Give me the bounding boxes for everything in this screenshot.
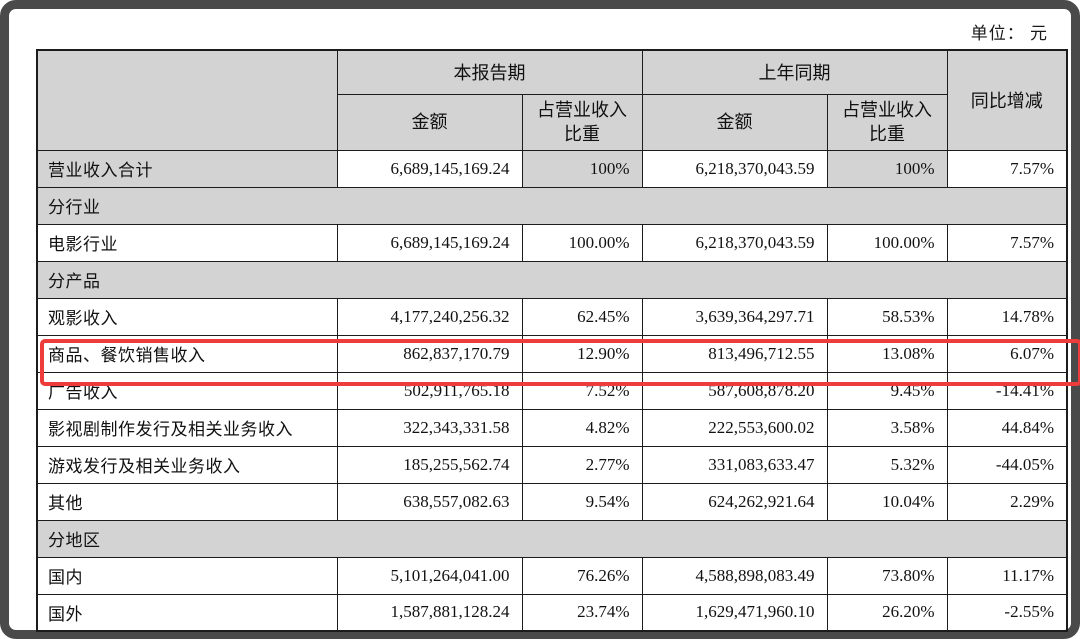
header-yoy-change: 同比增减	[946, 49, 1068, 151]
row-label: 观影收入	[36, 297, 338, 336]
table-row: 影视剧制作发行及相关业务收入 322,343,331.58 4.82% 222,553…	[36, 408, 1068, 447]
pct-prior: 10.04%	[826, 482, 948, 521]
yoy-change: 2.29%	[946, 482, 1068, 521]
pct-current: 76.26%	[521, 556, 643, 595]
header-amount-current: 金额	[336, 93, 523, 151]
row-label: 国内	[36, 556, 338, 595]
amount-prior: 624,262,921.64	[641, 482, 828, 521]
pct-current: 7.52%	[521, 371, 643, 410]
table-header: 本报告期 上年同期 同比增减 金额 占营业收入 比重 金额 占营业收入 比重	[36, 49, 1068, 151]
amount-prior: 6,218,370,043.59	[641, 223, 828, 262]
header-current-period: 本报告期	[336, 49, 643, 95]
section-row: 分行业	[36, 186, 1068, 225]
yoy-change: 14.78%	[946, 297, 1068, 336]
row-label: 国外	[36, 593, 338, 632]
amount-current: 502,911,765.18	[336, 371, 523, 410]
section-label: 分地区	[36, 519, 1068, 558]
row-label: 其他	[36, 482, 338, 521]
amount-current: 185,255,562.74	[336, 445, 523, 484]
amount-current: 862,837,170.79	[336, 334, 523, 373]
unit-label: 单位： 元	[970, 24, 1048, 43]
pct-prior: 26.20%	[826, 593, 948, 632]
amount-current: 5,101,264,041.00	[336, 556, 523, 595]
amount-current: 1,587,881,128.24	[336, 593, 523, 632]
table-row: 国内 5,101,264,041.00 76.26% 4,588,898,083.49…	[36, 556, 1068, 595]
row-label: 营业收入合计	[36, 149, 338, 188]
amount-prior: 6,218,370,043.59	[641, 149, 828, 188]
yoy-change: -2.55%	[946, 593, 1068, 632]
pct-prior: 3.58%	[826, 408, 948, 447]
pct-current: 23.74%	[521, 593, 643, 632]
amount-prior: 813,496,712.55	[641, 334, 828, 373]
row-label: 广告收入	[36, 371, 338, 410]
section-row: 分产品	[36, 260, 1068, 299]
yoy-change: 7.57%	[946, 223, 1068, 262]
yoy-change: -44.05%	[946, 445, 1068, 484]
header-amount-prior: 金额	[641, 93, 828, 151]
table-row: 其他 638,557,082.63 9.54% 624,262,921.64 10.04…	[36, 482, 1068, 521]
table-row: 广告收入 502,911,765.18 7.52% 587,608,878.20 9.4…	[36, 371, 1068, 410]
table-body: 营业收入合计 6,689,145,169.24 100% 6,218,370,043.…	[36, 149, 1068, 632]
revenue-table: 本报告期 上年同期 同比增减 金额 占营业收入 比重 金额 占营业收入 比重 营…	[36, 49, 1068, 632]
amount-current: 6,689,145,169.24	[336, 223, 523, 262]
pct-current: 100.00%	[521, 223, 643, 262]
amount-current: 6,689,145,169.24	[336, 149, 523, 188]
amount-prior: 587,608,878.20	[641, 371, 828, 410]
header-group-row: 本报告期 上年同期 同比增减	[36, 49, 1068, 151]
yoy-change: 6.07%	[946, 334, 1068, 373]
pct-prior: 100.00%	[826, 223, 948, 262]
pct-current: 12.90%	[521, 334, 643, 373]
row-label: 游戏发行及相关业务收入	[36, 445, 338, 484]
amount-prior: 222,553,600.02	[641, 408, 828, 447]
yoy-change: 11.17%	[946, 556, 1068, 595]
header-empty-cell	[36, 49, 338, 151]
section-label: 分产品	[36, 260, 1068, 299]
table-row: 电影行业 6,689,145,169.24 100.00% 6,218,370,043…	[36, 223, 1068, 262]
yoy-change: 44.84%	[946, 408, 1068, 447]
header-pct-prior: 占营业收入 比重	[826, 93, 948, 151]
table-row: 商品、餐饮销售收入 862,837,170.79 12.90% 813,496,712…	[36, 334, 1068, 373]
pct-prior: 9.45%	[826, 371, 948, 410]
pct-prior: 73.80%	[826, 556, 948, 595]
section-label: 分行业	[36, 186, 1068, 225]
header-prior-period: 上年同期	[641, 49, 948, 95]
table-row: 营业收入合计 6,689,145,169.24 100% 6,218,370,043.…	[36, 149, 1068, 188]
table-row: 国外 1,587,881,128.24 23.74% 1,629,471,960.10…	[36, 593, 1068, 632]
row-label: 商品、餐饮销售收入	[36, 334, 338, 373]
amount-current: 322,343,331.58	[336, 408, 523, 447]
pct-current: 62.45%	[521, 297, 643, 336]
amount-current: 4,177,240,256.32	[336, 297, 523, 336]
yoy-change: -14.41%	[946, 371, 1068, 410]
amount-prior: 3,639,364,297.71	[641, 297, 828, 336]
amount-current: 638,557,082.63	[336, 482, 523, 521]
pct-current: 2.77%	[521, 445, 643, 484]
amount-prior: 1,629,471,960.10	[641, 593, 828, 632]
table-row: 游戏发行及相关业务收入 185,255,562.74 2.77% 331,083,63…	[36, 445, 1068, 484]
row-label: 电影行业	[36, 223, 338, 262]
pct-current: 100%	[521, 149, 643, 188]
amount-prior: 331,083,633.47	[641, 445, 828, 484]
table-row: 观影收入 4,177,240,256.32 62.45% 3,639,364,297.…	[36, 297, 1068, 336]
pct-current: 9.54%	[521, 482, 643, 521]
pct-prior: 100%	[826, 149, 948, 188]
pct-current: 4.82%	[521, 408, 643, 447]
pct-prior: 58.53%	[826, 297, 948, 336]
yoy-change: 7.57%	[946, 149, 1068, 188]
header-pct-current: 占营业收入 比重	[521, 93, 643, 151]
header-sub-row: 金额 占营业收入 比重 金额 占营业收入 比重	[37, 93, 1067, 151]
pct-prior: 5.32%	[826, 445, 948, 484]
row-label: 影视剧制作发行及相关业务收入	[36, 408, 338, 447]
section-row: 分地区	[36, 519, 1068, 558]
pct-prior: 13.08%	[826, 334, 948, 373]
amount-prior: 4,588,898,083.49	[641, 556, 828, 595]
